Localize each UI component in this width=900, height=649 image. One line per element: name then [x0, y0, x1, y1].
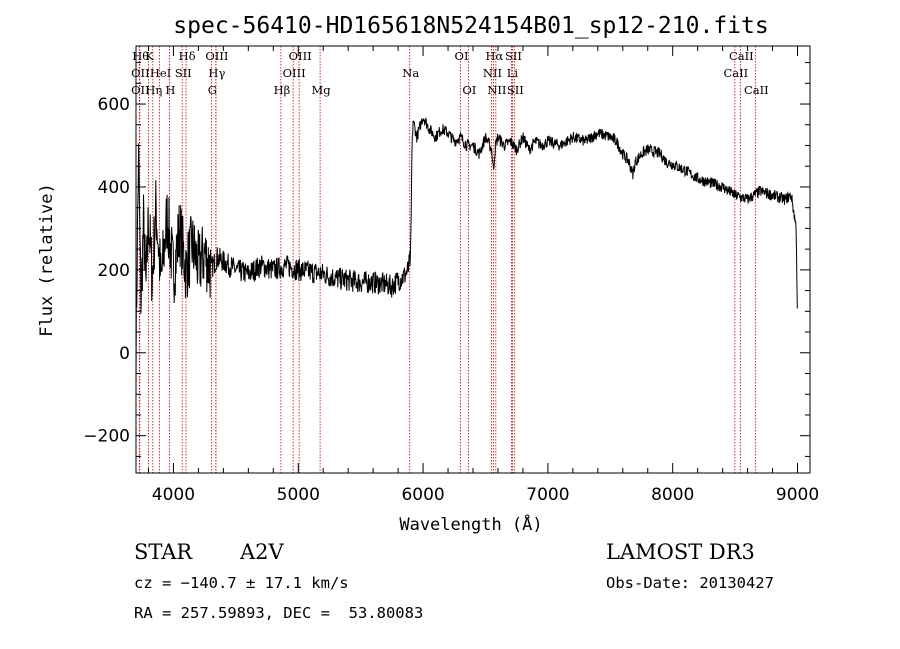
marker-label: Hη [145, 83, 162, 97]
x-tick-label: 7000 [526, 485, 569, 505]
marker-label: OI [455, 49, 469, 63]
marker-label: OI [462, 83, 476, 97]
y-tick-label: 600 [98, 95, 130, 115]
marker-label: Li [507, 66, 519, 80]
marker-label: Hγ [208, 66, 225, 80]
marker-label: Hδ [179, 49, 196, 63]
marker-label: NII [483, 66, 502, 80]
marker-label: OIII [289, 49, 312, 63]
marker-label: Na [402, 66, 419, 80]
x-tick-label: 4000 [152, 485, 195, 505]
marker-label: CaII [729, 49, 754, 63]
coordinates: RA = 257.59893, DEC = 53.80083 [134, 604, 424, 622]
chart-title: spec-56410-HD165618N524154B01_sp12-210.f… [173, 13, 768, 39]
y-axis-label: Flux (relative) [37, 183, 57, 337]
spectrum-line [135, 117, 798, 389]
x-tick-label: 9000 [776, 485, 819, 505]
marker-label: SII [175, 66, 192, 80]
object-class: STAR [134, 540, 193, 564]
plot-frame [135, 45, 811, 474]
marker-label: H [165, 83, 175, 97]
marker-label: Hα [485, 49, 503, 63]
x-tick-label: 6000 [401, 485, 444, 505]
x-tick-label: 5000 [277, 485, 320, 505]
marker-label: CaII [744, 83, 769, 97]
marker-label: Mg [312, 83, 332, 97]
object-subclass: A2V [240, 540, 284, 564]
marker-label: HeI [150, 66, 171, 80]
survey-name: LAMOST DR3 [606, 540, 755, 564]
marker-label: Hθ [132, 49, 149, 63]
marker-label: OII [131, 66, 150, 80]
marker-label: CaII [723, 66, 748, 80]
marker-label: NII [487, 83, 506, 97]
marker-label: SII [507, 83, 524, 97]
y-tick-label: −200 [83, 427, 130, 447]
marker-label: OIII [283, 66, 306, 80]
y-tick-label: 0 [119, 344, 130, 364]
marker-label: SII [505, 49, 522, 63]
marker-label: G [208, 83, 217, 97]
redshift-info: cz = −140.7 ± 17.1 km/s [134, 574, 349, 592]
y-tick-label: 200 [98, 261, 130, 281]
x-tick-label: 8000 [651, 485, 694, 505]
marker-label: Hβ [274, 83, 291, 97]
axis-ticks: 4000 5000 6000 7000 8000 9000 −200 0 200 400 600 [83, 46, 819, 505]
observation-date: Obs-Date: 20130427 [606, 574, 774, 592]
y-tick-label: 400 [98, 178, 130, 198]
marker-label: OIII [205, 49, 228, 63]
x-axis-label: Wavelength (Å) [399, 513, 542, 535]
marker-label: K [145, 49, 154, 63]
